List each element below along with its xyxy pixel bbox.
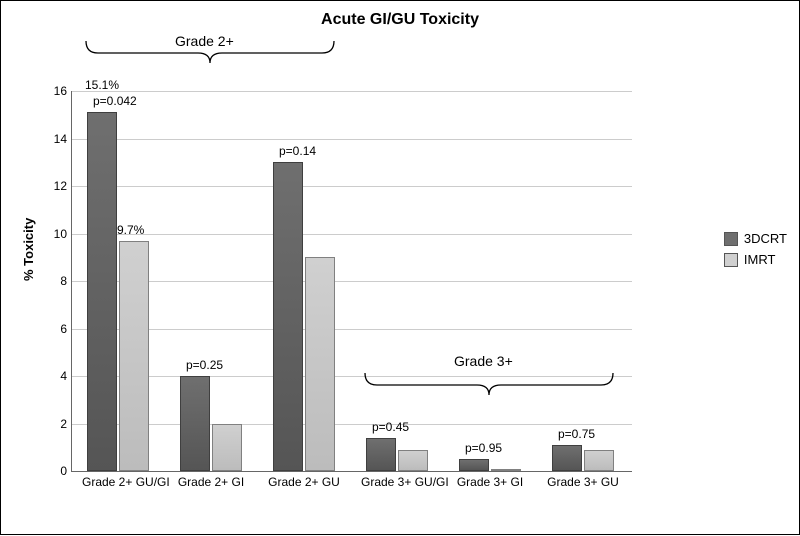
p-label: p=0.95 bbox=[465, 441, 502, 455]
bar-top-label: 9.7% bbox=[117, 223, 144, 237]
y-tick: 6 bbox=[42, 322, 67, 336]
bar-3dcrt bbox=[366, 438, 396, 471]
x-tick: Grade 2+ GU/GI bbox=[82, 475, 154, 489]
y-tick: 0 bbox=[42, 464, 67, 478]
bar-3dcrt bbox=[87, 112, 117, 471]
x-tick: Grade 3+ GU bbox=[547, 475, 619, 489]
bar-group bbox=[87, 112, 149, 471]
gridline bbox=[72, 139, 632, 140]
y-tick: 2 bbox=[42, 417, 67, 431]
bar-group bbox=[180, 376, 242, 471]
legend-swatch-3dcrt bbox=[724, 232, 738, 246]
bar-top-label: 15.1% bbox=[85, 78, 119, 92]
p-label: p=0.25 bbox=[186, 358, 223, 372]
bar-3dcrt bbox=[180, 376, 210, 471]
bar-imrt bbox=[305, 257, 335, 471]
p-label: p=0.75 bbox=[558, 427, 595, 441]
bar-3dcrt bbox=[273, 162, 303, 471]
bar-3dcrt bbox=[459, 459, 489, 471]
gridline bbox=[72, 424, 632, 425]
bar-imrt bbox=[212, 424, 242, 472]
plot-area: 0246810121416Grade 2+ GU/GIp=0.04215.1%9… bbox=[71, 91, 632, 472]
x-tick: Grade 3+ GU/GI bbox=[361, 475, 433, 489]
legend-swatch-imrt bbox=[724, 253, 738, 267]
legend-label-imrt: IMRT bbox=[744, 252, 776, 267]
y-tick: 16 bbox=[42, 84, 67, 98]
x-tick: Grade 3+ GI bbox=[454, 475, 526, 489]
bar-group bbox=[273, 162, 335, 471]
y-tick: 10 bbox=[42, 227, 67, 241]
p-label: p=0.14 bbox=[279, 144, 316, 158]
bar-imrt bbox=[491, 469, 521, 471]
gridline bbox=[72, 281, 632, 282]
bar-group bbox=[552, 445, 614, 471]
legend-item-3dcrt: 3DCRT bbox=[724, 231, 787, 246]
gridline bbox=[72, 376, 632, 377]
y-tick: 12 bbox=[42, 179, 67, 193]
y-axis-label: % Toxicity bbox=[21, 218, 36, 281]
bar-3dcrt bbox=[552, 445, 582, 471]
bracket-label-grade3: Grade 3+ bbox=[454, 353, 513, 369]
gridline bbox=[72, 329, 632, 330]
legend-item-imrt: IMRT bbox=[724, 252, 787, 267]
x-tick: Grade 2+ GU bbox=[268, 475, 340, 489]
bar-group bbox=[366, 438, 428, 471]
y-tick: 8 bbox=[42, 274, 67, 288]
bar-group bbox=[459, 459, 521, 471]
legend-label-3dcrt: 3DCRT bbox=[744, 231, 787, 246]
y-tick: 4 bbox=[42, 369, 67, 383]
bar-imrt bbox=[398, 450, 428, 471]
gridline bbox=[72, 234, 632, 235]
p-label: p=0.45 bbox=[372, 420, 409, 434]
chart-container: Acute GI/GU Toxicity % Toxicity 02468101… bbox=[0, 0, 800, 535]
gridline bbox=[72, 186, 632, 187]
p-label: p=0.042 bbox=[93, 94, 137, 108]
bar-imrt bbox=[584, 450, 614, 471]
gridline bbox=[72, 91, 632, 92]
legend: 3DCRT IMRT bbox=[724, 231, 787, 273]
chart-title: Acute GI/GU Toxicity bbox=[321, 11, 479, 29]
y-tick: 14 bbox=[42, 132, 67, 146]
x-tick: Grade 2+ GI bbox=[175, 475, 247, 489]
bar-imrt bbox=[119, 241, 149, 471]
bracket-label-grade2: Grade 2+ bbox=[175, 33, 234, 49]
